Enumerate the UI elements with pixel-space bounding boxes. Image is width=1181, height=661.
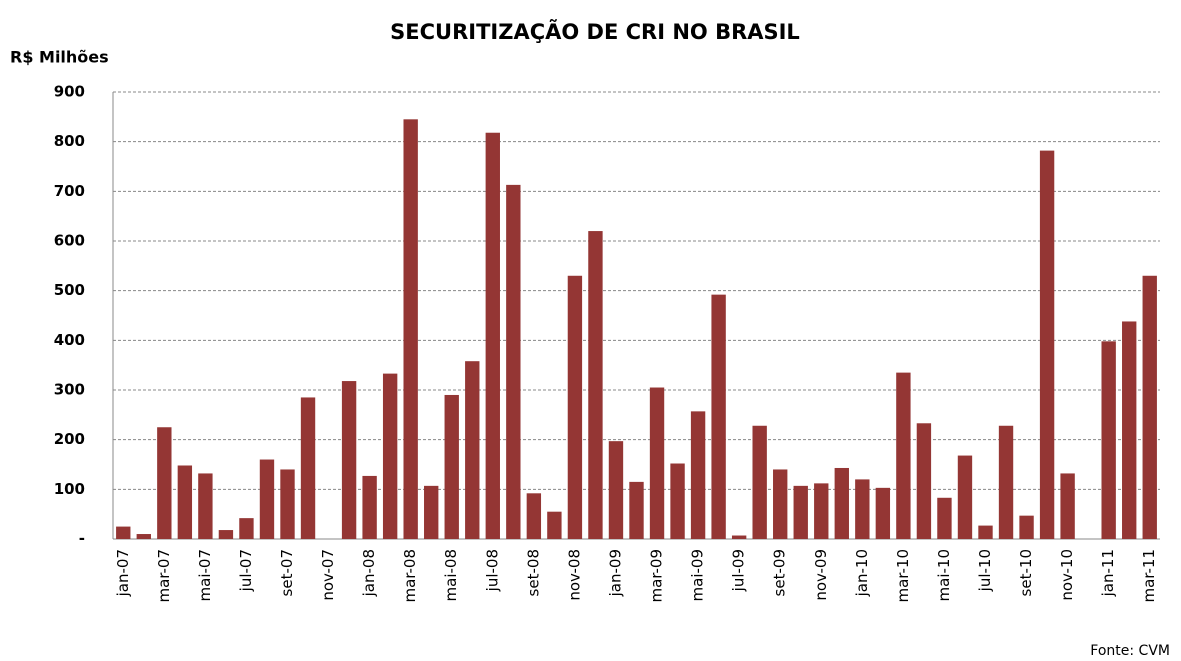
bar (1060, 473, 1075, 539)
bar (793, 485, 808, 539)
x-tick-label: jul-09 (730, 549, 748, 592)
y-tick-label: 100 (54, 480, 85, 498)
bar (670, 463, 685, 539)
bar (485, 132, 500, 539)
x-tick-label: mar-11 (1140, 549, 1158, 603)
x-tick-label: set-07 (278, 549, 296, 596)
bar (731, 535, 747, 539)
y-tick-label: 300 (54, 381, 85, 399)
bar (259, 459, 275, 539)
x-tick-label: mar-10 (894, 549, 912, 603)
x-tick-label: mai-07 (196, 549, 214, 601)
bar (239, 518, 254, 539)
bar (1019, 515, 1034, 539)
bar (608, 441, 624, 539)
x-tick-label: set-09 (771, 549, 789, 596)
y-tick-label: 600 (54, 232, 85, 250)
bar (157, 427, 172, 539)
x-tick-label: mar-08 (401, 549, 419, 603)
bar (998, 425, 1014, 539)
x-tick-label: mai-08 (442, 549, 460, 601)
source-note: Fonte: CVM (1090, 643, 1170, 659)
bar (711, 294, 726, 539)
bar (1142, 275, 1157, 539)
bar (382, 373, 398, 539)
x-tick-label: mar-07 (155, 549, 173, 603)
bar (875, 487, 891, 539)
bar (567, 275, 583, 539)
bar (403, 119, 418, 540)
bar (444, 394, 459, 539)
bar (506, 184, 521, 540)
bar (526, 493, 542, 539)
y-tick-label: 800 (54, 132, 85, 150)
x-tick-label: jul-08 (483, 549, 501, 592)
bar (1122, 321, 1137, 539)
bar (588, 231, 603, 540)
x-tick-label: jul-07 (237, 549, 255, 592)
bar (341, 381, 357, 539)
bar (855, 479, 870, 539)
bar (177, 465, 193, 539)
bar (957, 455, 973, 539)
bar (465, 361, 480, 539)
x-tick-label: jan-08 (360, 549, 378, 597)
bar (649, 387, 665, 539)
x-tick-label: jan-10 (853, 549, 871, 597)
x-tick-label: nov-09 (812, 549, 830, 601)
bar (136, 534, 151, 539)
bar (362, 475, 377, 539)
y-tick-label: 900 (54, 83, 85, 101)
y-tick-label: 400 (54, 331, 85, 349)
bar (937, 497, 952, 539)
x-tick-label: jan-07 (114, 549, 132, 597)
bar (1101, 341, 1116, 539)
x-tick-label: jan-11 (1099, 549, 1117, 597)
bar (690, 411, 706, 539)
x-tick-label: set-08 (524, 549, 542, 596)
y-axis-label: R$ Milhões (10, 48, 109, 67)
bar (773, 469, 788, 539)
bar (547, 511, 562, 539)
bar (896, 372, 911, 539)
bar (300, 397, 316, 539)
bar (916, 423, 932, 539)
x-tick-label: mai-09 (689, 549, 707, 601)
bar (218, 530, 234, 539)
chart-title: SECURITIZAÇÃO DE CRI NO BRASIL (390, 19, 800, 44)
x-tick-label: mai-10 (935, 549, 953, 601)
x-tick-label: jul-10 (976, 549, 994, 592)
bar (424, 485, 439, 539)
bar (1039, 150, 1055, 539)
y-tick-label: - (79, 530, 85, 548)
x-tick-label: mar-09 (648, 549, 666, 603)
bar (978, 525, 993, 539)
bar (629, 481, 644, 539)
x-tick-label: nov-10 (1058, 549, 1076, 601)
bar (116, 526, 131, 539)
y-tick-label: 500 (54, 281, 85, 299)
y-tick-label: 700 (54, 182, 85, 200)
bar (834, 467, 849, 539)
y-tick-label: 200 (54, 430, 85, 448)
bar (280, 469, 295, 539)
x-tick-label: set-10 (1017, 549, 1035, 596)
x-tick-label: nov-08 (565, 549, 583, 601)
bar (752, 425, 767, 539)
bar (198, 473, 213, 539)
x-tick-label: jan-09 (606, 549, 624, 597)
x-tick-label: nov-07 (319, 549, 337, 601)
bar (814, 483, 829, 539)
